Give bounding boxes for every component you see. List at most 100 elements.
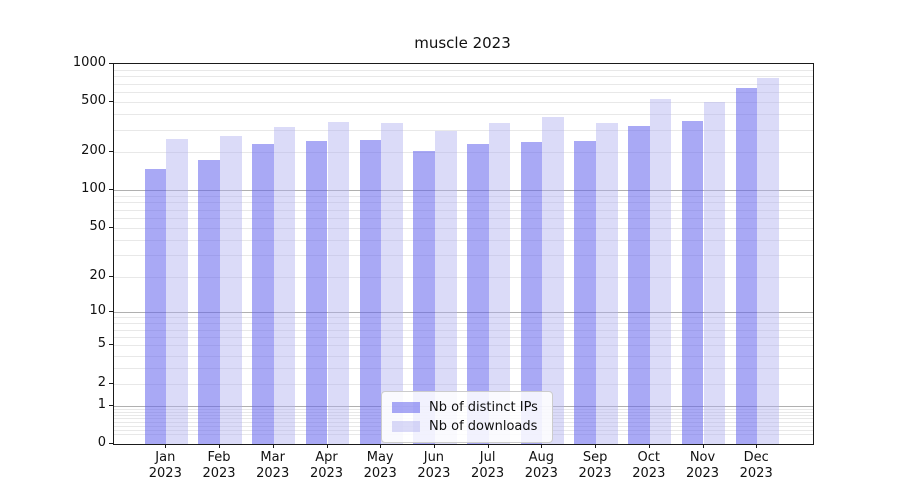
y-tick-mark [109,382,113,384]
plot-area: Nb of distinct IPs Nb of downloads [113,63,814,445]
x-tick-month: Jul [479,450,496,465]
gridline-minor [114,239,813,241]
bar-downloads [166,139,188,444]
x-tick-year: 2023 [578,466,612,481]
gridline-minor [114,276,813,278]
x-tick-year: 2023 [524,466,558,481]
gridline-minor [114,69,813,71]
bar-downloads [327,121,350,444]
gridline-minor [114,102,813,104]
x-tick-year: 2023 [148,466,182,481]
x-tick-month: Jan [155,450,176,465]
legend-item-distinct-ips: Nb of distinct IPs [392,398,542,417]
x-tick-year: 2023 [363,466,397,481]
y-tick-mark [109,151,113,153]
x-tick-month: Jun [423,450,445,465]
x-tick-month: Dec [743,450,769,465]
x-tick-label: Jun 2023 [404,450,464,482]
bar-distinct-ips [735,87,758,444]
y-tick-mark [109,275,113,277]
x-tick-month: Oct [637,450,661,465]
gridline-minor [114,317,813,319]
x-tick-year: 2023 [739,466,773,481]
bar-downloads [649,99,672,444]
bar-distinct-ips [305,141,328,444]
x-tick-year: 2023 [309,466,344,481]
x-tick-label: Nov 2023 [673,450,733,482]
x-tick-label: Sep 2023 [565,450,625,482]
x-tick-year: 2023 [202,466,236,481]
y-tick-label: 20 [89,267,106,283]
legend: Nb of distinct IPs Nb of downloads [381,391,553,443]
x-tick-month: May [366,450,394,465]
bar-distinct-ips [359,140,382,444]
bar-downloads [542,117,564,444]
y-tick-mark [109,404,113,406]
x-tick-month: Mar [260,450,285,465]
bar-downloads [273,126,296,444]
bar-distinct-ips [252,143,274,444]
bar-distinct-ips [466,144,489,444]
y-tick-mark [109,311,113,313]
gridline-minor [114,209,813,211]
gridline-minor [114,130,813,132]
y-tick-mark [109,63,113,64]
gridline-minor [114,152,813,154]
gridline-minor [114,195,813,197]
y-tick-label: 50 [89,218,106,234]
x-tick-mark [702,444,704,448]
x-tick-year: 2023 [632,466,666,481]
bar-downloads [488,122,511,444]
x-tick-month: Sep [582,450,608,465]
x-tick-year: 2023 [685,466,720,481]
x-tick-year: 2023 [256,466,290,481]
gridline-minor [114,355,813,357]
x-tick-label: Aug 2023 [511,450,571,482]
gridline-minor [114,345,813,347]
bar-downloads [596,122,618,444]
bar-distinct-ips [628,125,650,444]
x-tick-label: Apr 2023 [297,450,357,482]
legend-item-downloads: Nb of downloads [392,417,542,436]
x-tick-year: 2023 [417,466,451,481]
x-tick-label: Feb 2023 [189,450,249,482]
legend-label-distinct-ips: Nb of distinct IPs [429,400,538,415]
x-tick-label: Jan 2023 [135,450,195,482]
bar-downloads [703,102,726,444]
x-tick-mark [272,444,274,448]
gridline-minor [114,114,813,116]
x-tick-month: Nov [689,450,716,465]
chart-title: muscle 2023 [414,34,511,52]
legend-swatch-distinct-ips [392,402,420,413]
gridline-minor [114,202,813,204]
bar-distinct-ips [413,151,435,444]
x-tick-mark [326,444,328,448]
y-tick-label: 1000 [72,55,106,70]
x-tick-year: 2023 [471,466,505,481]
x-tick-mark [433,444,435,448]
x-tick-mark [756,444,758,448]
x-tick-mark [541,444,543,448]
y-tick-label: 0 [97,435,106,450]
legend-label-downloads: Nb of downloads [429,419,538,434]
y-tick-label: 500 [81,93,106,109]
gridline-minor [114,76,813,78]
y-tick-label: 2 [97,374,106,390]
y-tick-mark [109,101,113,103]
x-tick-month: Feb [207,450,231,465]
bar-downloads [757,78,779,444]
legend-swatch-downloads [392,421,420,432]
gridline-minor [114,83,813,85]
y-tick-label: 5 [97,336,106,352]
x-tick-mark [648,444,650,448]
gridline-minor [114,227,813,229]
x-tick-label: Oct 2023 [619,450,679,482]
bar-distinct-ips [574,141,597,444]
bar-downloads [381,123,403,444]
y-tick-mark [109,226,113,228]
x-tick-label: May 2023 [350,450,410,482]
x-tick-month: Apr [315,450,338,465]
bar-distinct-ips [144,168,167,444]
x-tick-mark [165,444,167,448]
